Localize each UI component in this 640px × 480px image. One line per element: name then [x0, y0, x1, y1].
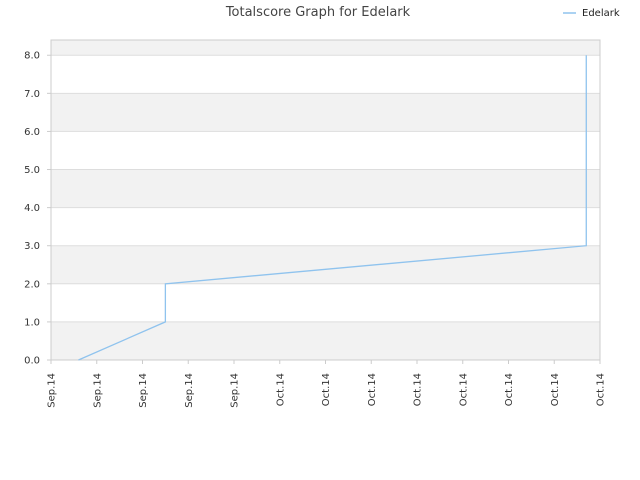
plot-band: [51, 207, 600, 246]
legend: Edelark: [563, 8, 620, 19]
y-tick-label: 1.0: [24, 317, 40, 328]
plot-band: [51, 55, 600, 94]
x-tick-label: Sep.14: [47, 373, 58, 408]
y-tick-label: 4.0: [24, 203, 40, 214]
plot-bands: [51, 40, 600, 360]
x-tick-label: Oct.14: [275, 373, 286, 406]
y-tick-label: 8.0: [24, 51, 40, 62]
y-tick-label: 3.0: [24, 241, 40, 252]
y-tick-label: 7.0: [24, 89, 40, 100]
x-tick-label: Oct.14: [458, 373, 469, 406]
y-tick-label: 6.0: [24, 127, 40, 138]
x-tick-labels: Sep.14 Sep.14 Sep.14 Sep.14 Sep.14 Oct.14 Oct.…: [47, 360, 607, 408]
x-tick-label: Oct.14: [504, 373, 515, 406]
x-tick-label: Sep.14: [92, 373, 103, 408]
y-tick-label: 5.0: [24, 165, 40, 176]
plot-band: [51, 40, 600, 56]
plot-band: [51, 131, 600, 170]
legend-label-edelark: Edelark: [582, 8, 620, 19]
y-tick-label: 0.0: [24, 356, 40, 367]
x-tick-label: Sep.14: [138, 373, 149, 408]
plot-band: [51, 169, 600, 208]
chart-title: Totalscore Graph for Edelark: [225, 5, 411, 20]
x-tick-label: Sep.14: [230, 373, 241, 408]
plot-band: [51, 245, 600, 284]
y-tick-labels: 0.0 1.0 2.0 3.0 4.0 5.0 6.0 7.0 8.0: [24, 51, 51, 367]
x-tick-label: Oct.14: [367, 373, 378, 406]
y-tick-label: 2.0: [24, 279, 40, 290]
plot-band: [51, 93, 600, 132]
series-line-edelark: [78, 55, 587, 361]
x-tick-label: Oct.14: [550, 373, 561, 406]
x-tick-label: Oct.14: [321, 373, 332, 406]
series-layer: [78, 55, 587, 361]
x-tick-label: Sep.14: [184, 373, 195, 408]
x-tick-label: Oct.14: [413, 373, 424, 406]
x-tick-label: Oct.14: [596, 373, 607, 406]
plot-band: [51, 283, 600, 322]
plot-band: [51, 321, 600, 360]
